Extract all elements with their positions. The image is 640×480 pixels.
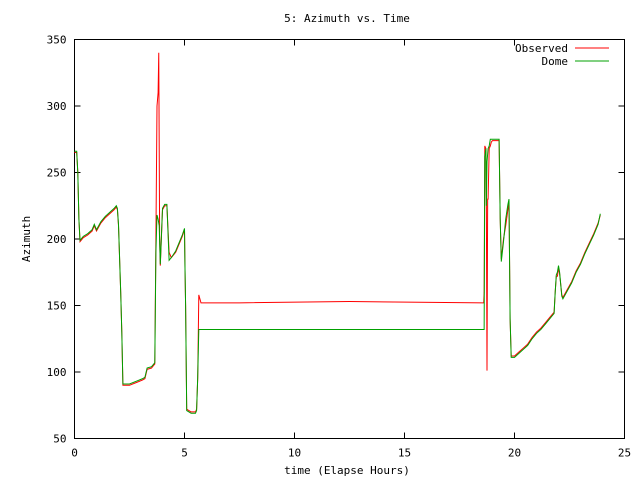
y-axis: 50 100 150 200 250 300 350 — [47, 34, 625, 446]
series-line-observed — [74, 52, 601, 413]
chart-title: 5: Azimuth vs. Time — [284, 12, 410, 25]
y-tick-label: 300 — [47, 100, 67, 113]
y-tick-label: 250 — [47, 167, 67, 180]
plot-frame — [74, 39, 625, 439]
x-tick-label: 0 — [71, 447, 78, 460]
y-tick-label: 350 — [47, 34, 67, 47]
x-axis-label: time (Elapse Hours) — [284, 464, 410, 477]
x-axis: 0 5 10 15 20 25 — [71, 39, 631, 460]
y-tick-label: 200 — [47, 233, 67, 246]
x-tick-label: 20 — [508, 447, 521, 460]
y-tick-label: 150 — [47, 300, 67, 313]
y-axis-label: Azimuth — [20, 216, 33, 262]
y-tick-label: 100 — [47, 366, 67, 379]
legend-label: Observed — [515, 42, 568, 55]
x-tick-label: 15 — [398, 447, 411, 460]
legend-label: Dome — [542, 55, 569, 68]
series-line-dome — [74, 138, 601, 414]
series-layer — [74, 52, 601, 414]
x-tick-label: 10 — [288, 447, 301, 460]
x-tick-label: 25 — [618, 447, 631, 460]
x-tick-label: 5 — [181, 447, 188, 460]
y-tick-label: 50 — [53, 433, 66, 446]
